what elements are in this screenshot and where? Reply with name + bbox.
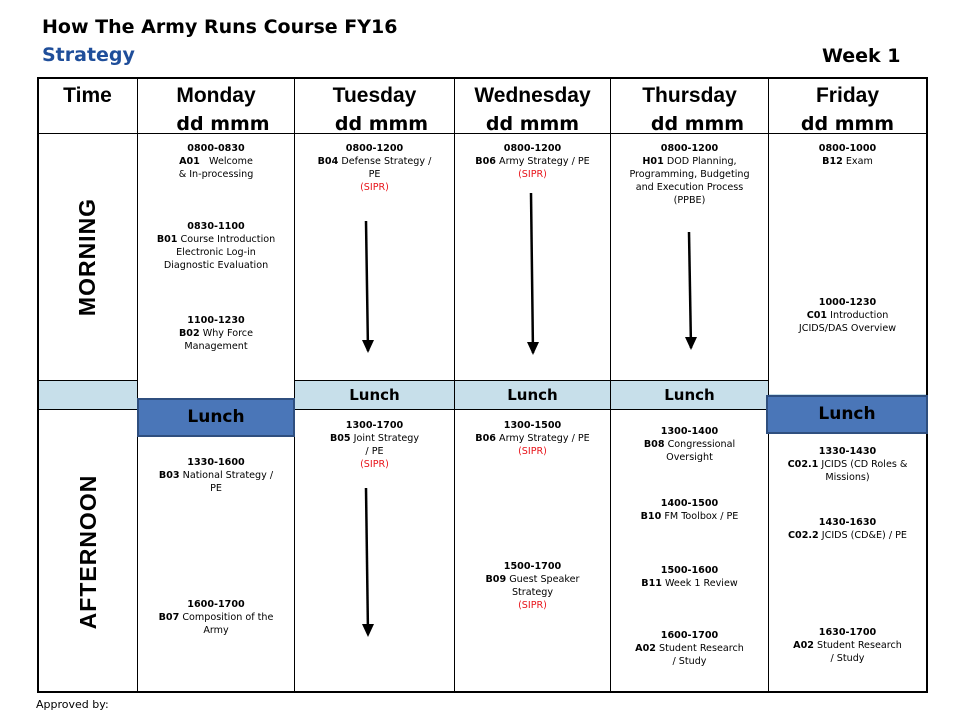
column-divider-wednesday (610, 77, 611, 692)
lunch-label-thursday: Lunch (664, 386, 715, 404)
header-friday: Friday dd mmm (769, 82, 926, 138)
header-wednesday-date: dd mmm (485, 113, 580, 135)
monday-am-session-2: 0830-1100 B01 Course Introduction Electr… (156, 221, 276, 271)
lunch-box-friday: Lunch (766, 395, 928, 434)
lunch-divider-bottom (37, 409, 928, 410)
monday-am-session-3: 1100-1230 B02 Why Force Management (179, 315, 253, 352)
header-divider (37, 133, 928, 134)
thursday-am-arrowhead (685, 337, 697, 350)
friday-lunch-cover (769, 380, 926, 394)
monday-pm-session-1: 1330-1600 B03 National Strategy / PE (158, 457, 274, 494)
monday-pm-session-2: 1600-1700 B07 Composition of the Army (158, 599, 274, 636)
page-title: How The Army Runs Course FY16 (42, 16, 398, 38)
thursday-pm-session-2: 1400-1500 B10 FM Toolbox / PE (640, 498, 739, 522)
wednesday-pm-session-2: 1500-1700 B09 Guest Speaker Strategy (SI… (485, 561, 580, 611)
friday-pm-session-1: 1330-1430 C02.1 JCIDS (CD Roles & Missio… (787, 446, 908, 483)
monday-am-session-1: 0800-0830 A01 Welcome & In-processing (178, 143, 254, 180)
tuesday-am-session-1: 0800-1200 B04 Defense Strategy / PE (SIP… (317, 143, 432, 193)
header-monday-date: dd mmm (176, 113, 270, 135)
header-thursday: Thursday dd mmm (611, 82, 768, 138)
table-border-top (37, 77, 928, 79)
wednesday-am-arrowhead (527, 342, 539, 355)
thursday-am-session-1: 0800-1200 H01 DOD Planning, Programming,… (629, 143, 750, 206)
table-border-left (37, 77, 39, 693)
header-monday-name: Monday (176, 84, 256, 107)
header-tuesday: Tuesday dd mmm (295, 82, 454, 138)
afternoon-label: AFTERNOON (75, 474, 101, 630)
friday-am-session-2: 1000-1230 C01 Introduction JCIDS/DAS Ove… (798, 297, 897, 334)
lunch-label-tuesday: Lunch (349, 386, 400, 404)
friday-am-session-1: 0800-1000 B12 Exam (818, 143, 877, 167)
tuesday-pm-session-1: 1300-1700 B05 Joint Strategy / PE (SIPR) (329, 420, 420, 470)
morning-label: MORNING (74, 197, 100, 317)
header-monday: Monday dd mmm (138, 82, 294, 138)
table-border-right (926, 77, 928, 693)
friday-pm-session-3: 1630-1700 A02 Student Research / Study (793, 627, 902, 664)
header-friday-name: Friday (815, 84, 880, 107)
tuesday-am-arrow (364, 220, 370, 352)
page-subtitle: Strategy (42, 44, 135, 66)
thursday-pm-session-1: 1300-1400 B08 Congressional Oversight (643, 426, 736, 463)
thursday-pm-session-3: 1500-1600 B11 Week 1 Review (641, 565, 738, 589)
column-divider-monday (294, 77, 295, 692)
tuesday-am-arrowhead (362, 340, 374, 353)
header-friday-date: dd mmm (800, 113, 895, 135)
tuesday-pm-arrow (364, 487, 370, 635)
table-border-bottom (37, 691, 928, 693)
lunch-box-monday: Lunch (137, 398, 295, 437)
wednesday-pm-session-1: 1300-1500 B06 Army Strategy / PE (SIPR) (475, 420, 590, 457)
tuesday-pm-arrowhead (362, 624, 374, 637)
friday-pm-session-2: 1430-1630 C02.2 JCIDS (CD&E) / PE (788, 517, 907, 541)
lunch-divider-top (37, 380, 928, 381)
approved-by-label: Approved by: (36, 698, 109, 711)
header-thursday-date: dd mmm (650, 113, 745, 135)
header-wednesday: Wednesday dd mmm (455, 82, 610, 138)
column-divider-tuesday (454, 77, 455, 692)
thursday-am-arrow (687, 231, 693, 349)
header-tuesday-name: Tuesday (332, 84, 417, 107)
column-divider-time (137, 77, 138, 692)
wednesday-am-arrow (529, 192, 535, 354)
header-thursday-name: Thursday (642, 84, 737, 107)
lunch-label-wednesday: Lunch (507, 386, 558, 404)
week-label: Week 1 (822, 45, 901, 67)
header-wednesday-name: Wednesday (474, 84, 591, 107)
header-time: Time (63, 84, 112, 107)
header-tuesday-date: dd mmm (334, 113, 429, 135)
wednesday-am-session-1: 0800-1200 B06 Army Strategy / PE (SIPR) (475, 143, 590, 180)
thursday-pm-session-4: 1600-1700 A02 Student Research / Study (635, 630, 744, 667)
column-divider-thursday (768, 77, 769, 692)
